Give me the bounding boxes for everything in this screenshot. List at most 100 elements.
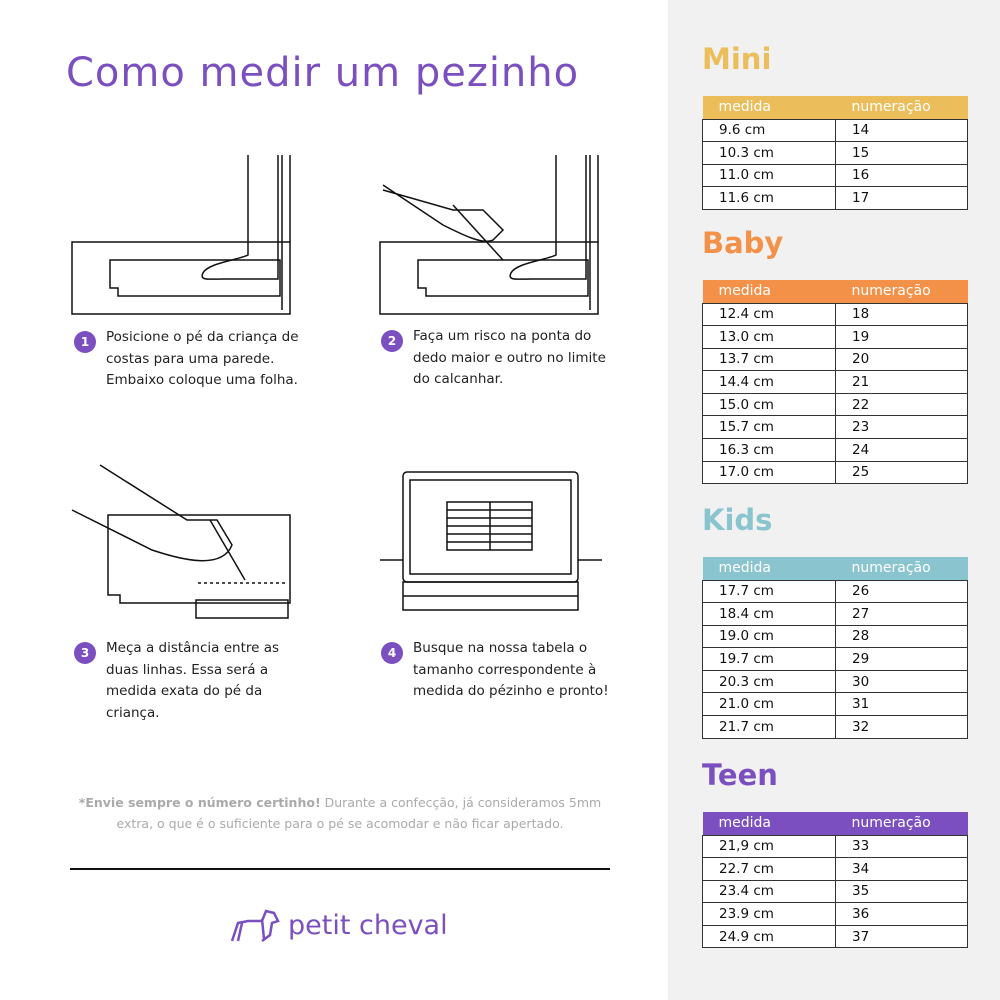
brand-logo: petit cheval — [228, 905, 448, 945]
table-row: 19.7 cm 29 — [702, 647, 968, 671]
kids-title: Kids — [702, 503, 773, 537]
step-4: 4 Busque na nossa tabela o tamanho corres… — [381, 638, 613, 703]
step3-illustration — [71, 464, 291, 619]
foot-length: 21,9 cm — [702, 834, 836, 859]
size-number: 26 — [835, 579, 968, 604]
size-number: 27 — [835, 602, 968, 626]
baby-size-table: medida numeração 12.4 cm 18 13.0 cm 19 13.7 cm… — [702, 280, 968, 485]
mini-title: Mini — [702, 42, 772, 76]
foot-length: 11.6 cm — [702, 186, 836, 210]
table-row: 22.7 cm 34 — [702, 857, 968, 881]
step-number: 1 — [74, 331, 96, 353]
table-row: 16.3 cm 24 — [702, 438, 968, 462]
kids-size-table: medida numeração 17.7 cm 26 18.4 cm 27 19.0 cm… — [702, 557, 968, 739]
step-2: 2 Faça um risco na ponta do dedo maior e … — [381, 326, 613, 391]
table-row: 19.0 cm 28 — [702, 624, 968, 649]
table-row: 11.0 cm 16 — [702, 163, 968, 188]
table-row: 21.0 cm 31 — [702, 692, 968, 717]
table-row: 24.9 cm 37 — [702, 924, 968, 949]
size-number: 14 — [835, 118, 968, 143]
sizing-note: *Envie sempre o número certinho! Durante… — [70, 792, 610, 834]
table-row: 17.7 cm 26 — [702, 579, 968, 604]
size-number: 18 — [835, 302, 968, 327]
step-number: 3 — [74, 642, 96, 664]
step-1: 1 Posicione o pé da criança de costas par… — [74, 327, 306, 392]
size-number: 16 — [835, 163, 968, 188]
table-row: 10.3 cm 15 — [702, 141, 968, 165]
page-title: Como medir um pezinho — [66, 50, 580, 96]
step-number: 4 — [381, 642, 403, 664]
size-number: 30 — [835, 669, 968, 694]
foot-length: 24.9 cm — [702, 924, 836, 949]
table-row: 21,9 cm 33 — [702, 834, 968, 859]
column-header: medida — [718, 99, 772, 116]
size-number: 17 — [835, 186, 968, 210]
size-number: 35 — [835, 879, 968, 904]
size-number: 20 — [835, 347, 968, 372]
size-number: 23 — [835, 415, 968, 440]
foot-length: 13.7 cm — [702, 347, 836, 372]
size-number: 29 — [835, 647, 968, 671]
foot-length: 13.0 cm — [702, 325, 836, 349]
size-number: 21 — [835, 370, 968, 394]
size-number: 25 — [835, 460, 968, 485]
divider — [70, 868, 610, 870]
table-row: 23.4 cm 35 — [702, 879, 968, 904]
foot-length: 17.7 cm — [702, 579, 836, 604]
note-bold: *Envie sempre o número certinho! — [78, 795, 321, 810]
column-header: numeração — [851, 560, 931, 577]
horse-icon — [230, 909, 280, 942]
teen-size-table: medida numeração 21,9 cm 33 22.7 cm 34 23.4 cm… — [702, 812, 968, 949]
column-header: medida — [718, 560, 772, 577]
table-row: 21.7 cm 32 — [702, 715, 968, 739]
foot-length: 12.4 cm — [702, 302, 836, 327]
teen-title: Teen — [702, 758, 778, 792]
foot-length: 21.7 cm — [702, 715, 836, 739]
table-row: 11.6 cm 17 — [702, 186, 968, 210]
mini-size-table: medida numeração 9.6 cm 14 10.3 cm 15 11.0 cm 1… — [702, 96, 968, 210]
foot-length: 20.3 cm — [702, 669, 836, 694]
table-row: 13.7 cm 20 — [702, 347, 968, 372]
table-row: 20.3 cm 30 — [702, 669, 968, 694]
foot-length: 11.0 cm — [702, 163, 836, 188]
size-number: 36 — [835, 902, 968, 926]
step-text: Busque na nossa tabela o tamanho corresp… — [413, 640, 609, 699]
size-number: 34 — [835, 857, 968, 881]
brand-name: petit cheval — [288, 909, 448, 941]
table-row: 13.0 cm 19 — [702, 325, 968, 349]
foot-length: 15.7 cm — [702, 415, 836, 440]
table-row: 9.6 cm 14 — [702, 118, 968, 143]
size-number: 37 — [835, 924, 968, 949]
size-number: 33 — [835, 834, 968, 859]
step-text: Meça a distância entre as duas linhas. E… — [106, 640, 280, 721]
foot-length: 19.0 cm — [702, 624, 836, 649]
foot-length: 9.6 cm — [702, 118, 836, 143]
column-header: numeração — [851, 815, 931, 832]
foot-length: 16.3 cm — [702, 438, 836, 462]
baby-title: Baby — [702, 226, 784, 260]
table-row: 18.4 cm 27 — [702, 602, 968, 626]
step-text: Posicione o pé da criança de costas para… — [106, 329, 299, 388]
size-number: 22 — [835, 392, 968, 417]
step4-laptop-illustration — [380, 471, 602, 611]
table-row: 23.9 cm 36 — [702, 902, 968, 926]
table-row: 12.4 cm 18 — [702, 302, 968, 327]
foot-length: 23.4 cm — [702, 879, 836, 904]
foot-length: 17.0 cm — [702, 460, 836, 485]
size-number: 19 — [835, 325, 968, 349]
column-header: numeração — [851, 99, 931, 116]
note-text: Durante a confecção, já consideramos 5mm… — [116, 795, 602, 831]
size-number: 24 — [835, 438, 968, 462]
table-row: 15.7 cm 23 — [702, 415, 968, 440]
step-3: 3 Meça a distância entre as duas linhas. … — [74, 638, 306, 724]
step-number: 2 — [381, 330, 403, 352]
foot-length: 10.3 cm — [702, 141, 836, 165]
foot-length: 15.0 cm — [702, 392, 836, 417]
foot-length: 23.9 cm — [702, 902, 836, 926]
foot-length: 14.4 cm — [702, 370, 836, 394]
foot-length: 19.7 cm — [702, 647, 836, 671]
table-row: 15.0 cm 22 — [702, 392, 968, 417]
size-number: 32 — [835, 715, 968, 739]
foot-length: 22.7 cm — [702, 857, 836, 881]
table-row: 17.0 cm 25 — [702, 460, 968, 485]
